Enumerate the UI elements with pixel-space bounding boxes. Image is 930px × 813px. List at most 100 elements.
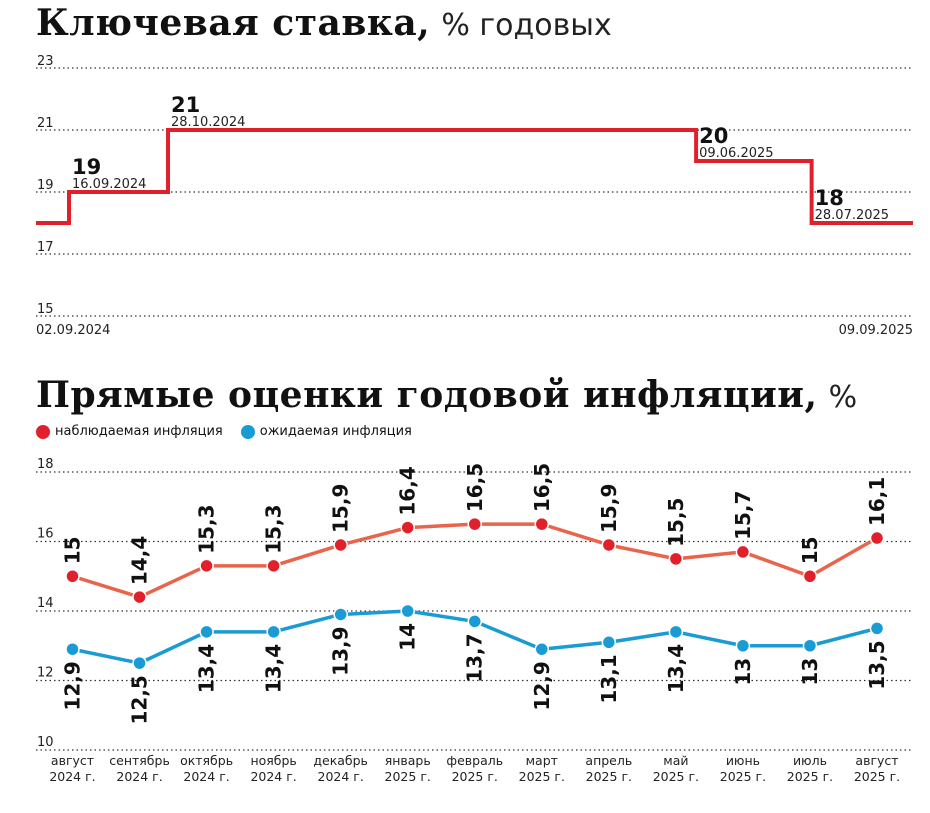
x-tick-year: 2025 г. — [586, 769, 632, 784]
rate-annotation-value: 19 — [72, 155, 101, 179]
observed-point — [199, 558, 214, 574]
rate-x-end-label: 09.09.2025 — [839, 323, 913, 338]
inflation-y-tick-label: 10 — [37, 735, 54, 750]
observed-data-label: 15,9 — [329, 484, 353, 533]
observed-point — [735, 544, 751, 560]
expected-data-label: 13,4 — [262, 644, 286, 693]
rate-chart-title-bold: Ключевая ставка, — [36, 2, 431, 44]
expected-data-label: 13 — [798, 658, 822, 686]
x-tick-year: 2025 г. — [452, 769, 498, 784]
x-tick-month: февраль — [446, 753, 503, 768]
observed-data-label: 15 — [798, 536, 822, 564]
inflation-chart-title-unit: % — [828, 380, 858, 415]
inflation-y-tick-label: 12 — [37, 666, 54, 681]
x-tick-year: 2024 г. — [250, 769, 296, 784]
expected-point — [668, 624, 684, 640]
inflation-y-tick-label: 18 — [37, 457, 54, 472]
x-tick-month: апрель — [585, 753, 632, 768]
observed-data-label: 14,4 — [128, 536, 152, 585]
x-tick-year: 2024 г. — [49, 769, 95, 784]
x-tick-month: июнь — [726, 753, 760, 768]
observed-point — [802, 569, 818, 584]
legend-item-expected: ожидаемая инфляция — [240, 424, 412, 439]
observed-point — [132, 589, 147, 605]
expected-data-label: 13,4 — [195, 644, 219, 693]
legend-marker-observed — [36, 424, 50, 439]
x-tick-month: март — [526, 753, 558, 768]
expected-data-label: 13,4 — [664, 644, 688, 693]
observed-point — [65, 569, 80, 584]
rate-annotation-date: 28.07.2025 — [815, 208, 889, 223]
x-tick-year: 2025 г. — [385, 769, 431, 784]
observed-data-label: 15,3 — [195, 504, 219, 553]
observed-data-label: 15 — [61, 536, 85, 564]
inflation-y-tick-label: 14 — [37, 596, 54, 611]
expected-point — [199, 624, 214, 640]
x-tick-month: декабрь — [313, 753, 368, 768]
x-tick-year: 2025 г. — [720, 769, 766, 784]
inflation-y-tick-label: 16 — [37, 527, 54, 542]
expected-data-label: 12,5 — [128, 675, 152, 724]
expected-point — [534, 641, 550, 657]
legend-label-expected: ожидаемая инфляция — [259, 424, 412, 439]
expected-point — [869, 621, 885, 636]
x-tick-year: 2025 г. — [787, 769, 833, 784]
observed-point — [534, 516, 550, 532]
observed-data-label: 15,5 — [664, 498, 688, 547]
observed-inflation-line — [71, 522, 878, 599]
expected-point — [467, 614, 482, 629]
expected-point — [400, 603, 415, 619]
rate-y-tick-label: 23 — [37, 54, 54, 69]
x-tick-month: июль — [793, 753, 827, 768]
legend-marker-expected — [240, 424, 255, 439]
legend-label-observed: наблюдаемая инфляция — [55, 424, 223, 439]
x-tick-month: октябрь — [180, 753, 233, 768]
observed-point — [400, 520, 415, 535]
expected-point — [333, 607, 348, 622]
observed-data-label: 15,3 — [262, 504, 286, 553]
x-tick-year: 2025 г. — [653, 769, 699, 784]
x-tick-year: 2025 г. — [854, 769, 900, 784]
observed-point — [601, 537, 617, 553]
expected-point — [601, 635, 617, 650]
rate-chart-title-unit: % годовых — [441, 8, 612, 43]
x-tick-month: январь — [385, 753, 431, 768]
observed-data-label: 16,5 — [463, 463, 487, 512]
observed-point — [869, 530, 885, 546]
expected-data-label: 14 — [396, 623, 420, 651]
x-tick-year: 2024 г. — [318, 769, 364, 784]
rate-annotation-value: 18 — [815, 186, 844, 210]
rate-y-tick-label: 15 — [37, 302, 54, 317]
rate-annotation-date: 09.06.2025 — [699, 146, 773, 161]
rate-annotation-value: 20 — [699, 124, 728, 148]
observed-data-label: 16,5 — [530, 463, 554, 512]
x-tick-year: 2024 г. — [183, 769, 229, 784]
x-tick-year: 2025 г. — [519, 769, 565, 784]
observed-data-label: 15,7 — [731, 491, 755, 540]
inflation-chart-title: Прямые оценки годовой инфляции, % — [36, 374, 857, 416]
rate-chart-title: Ключевая ставка, % годовых — [36, 2, 612, 44]
expected-data-label: 13,1 — [597, 654, 621, 703]
inflation-legend: наблюдаемая инфляция ожидаемая инфляция — [36, 424, 412, 439]
observed-data-label: 15,9 — [597, 484, 621, 533]
observed-data-label: 16,4 — [396, 466, 420, 515]
expected-data-label: 13,7 — [463, 633, 487, 682]
observed-point — [668, 551, 684, 567]
expected-point — [65, 641, 80, 657]
x-tick-year: 2024 г. — [116, 769, 162, 784]
rate-y-tick-label: 17 — [37, 240, 54, 255]
inflation-chart-title-bold: Прямые оценки годовой инфляции, — [36, 374, 818, 416]
observed-data-label: 16,1 — [865, 477, 889, 526]
rate-annotation-date: 16.09.2024 — [72, 177, 146, 192]
x-tick-month: август — [51, 753, 94, 768]
expected-data-label: 12,9 — [61, 661, 85, 710]
expected-point — [802, 638, 818, 653]
observed-point — [467, 516, 482, 532]
rate-y-tick-label: 21 — [37, 116, 54, 131]
expected-point — [132, 655, 147, 671]
rate-annotation-date: 28.10.2024 — [171, 115, 245, 130]
expected-data-label: 12,9 — [530, 661, 554, 710]
x-tick-month: сентябрь — [109, 753, 170, 768]
